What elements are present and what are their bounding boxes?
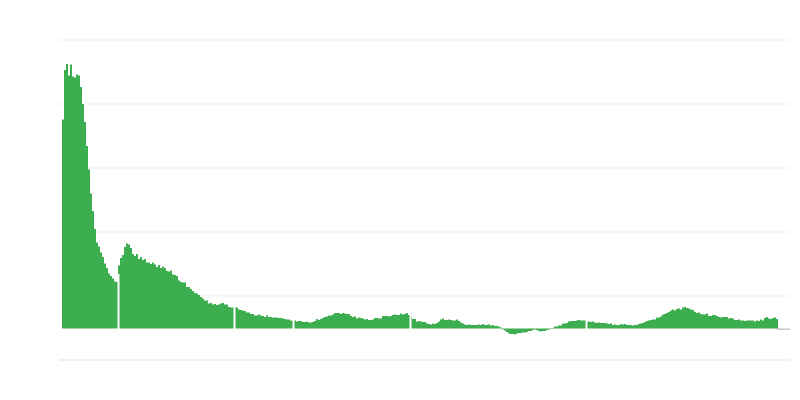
missing-data-gap [585, 320, 588, 330]
area-series [62, 63, 778, 335]
missing-data-gap [409, 314, 412, 330]
missing-data-gap [117, 274, 120, 330]
missing-data-gap [233, 306, 236, 330]
missing-data-gap [292, 319, 295, 330]
